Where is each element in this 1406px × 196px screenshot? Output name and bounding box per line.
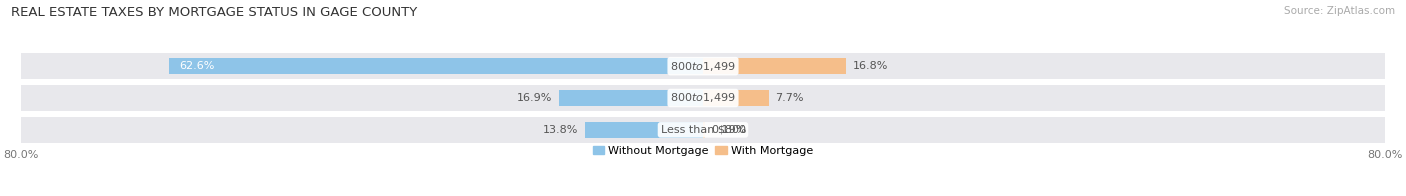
- Text: 7.7%: 7.7%: [776, 93, 804, 103]
- Text: 62.6%: 62.6%: [180, 61, 215, 71]
- Text: 0.19%: 0.19%: [711, 125, 747, 135]
- Bar: [703, 58, 846, 74]
- Bar: [703, 122, 704, 138]
- Text: 16.9%: 16.9%: [517, 93, 553, 103]
- Bar: [21, 117, 1385, 143]
- Text: Less than $800: Less than $800: [661, 125, 745, 135]
- Text: 16.8%: 16.8%: [853, 61, 889, 71]
- Text: Source: ZipAtlas.com: Source: ZipAtlas.com: [1284, 6, 1395, 16]
- Text: REAL ESTATE TAXES BY MORTGAGE STATUS IN GAGE COUNTY: REAL ESTATE TAXES BY MORTGAGE STATUS IN …: [11, 6, 418, 19]
- Legend: Without Mortgage, With Mortgage: Without Mortgage, With Mortgage: [593, 146, 813, 156]
- Text: $800 to $1,499: $800 to $1,499: [671, 92, 735, 104]
- Text: $800 to $1,499: $800 to $1,499: [671, 60, 735, 73]
- Bar: [560, 90, 703, 106]
- Bar: [21, 85, 1385, 111]
- Bar: [169, 58, 703, 74]
- Bar: [585, 122, 703, 138]
- Bar: [21, 53, 1385, 79]
- Bar: [703, 90, 769, 106]
- Text: 13.8%: 13.8%: [543, 125, 578, 135]
